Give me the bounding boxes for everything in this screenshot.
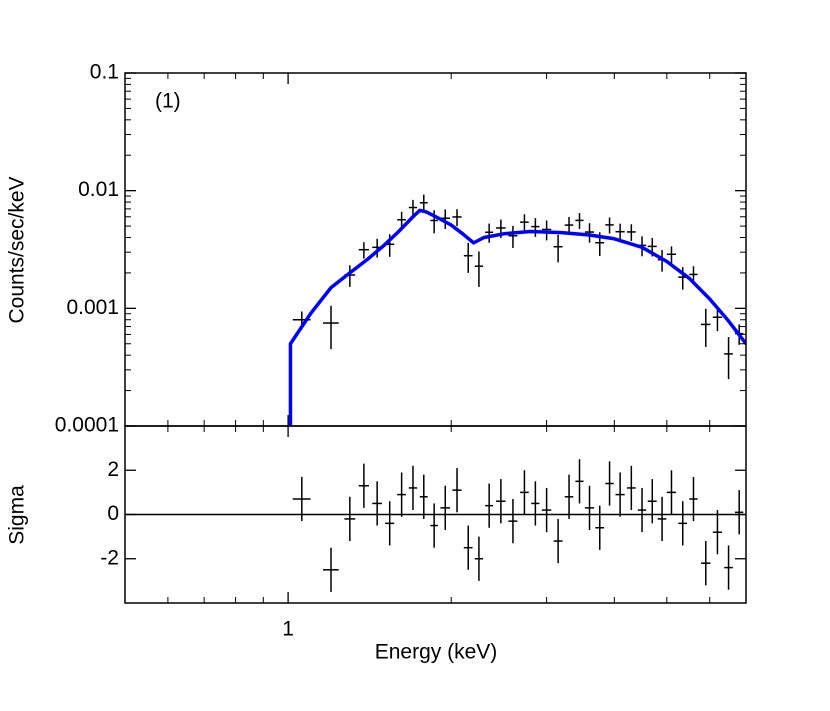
y-tick-label: 0.01: [78, 178, 119, 201]
plot-frame: [124, 425, 747, 604]
panel-annotation: (1): [155, 90, 181, 113]
y-axis-title: Sigma: [6, 485, 29, 545]
plot-area: [125, 459, 746, 592]
y-tick-label: 0: [107, 502, 119, 525]
plot-area: [288, 194, 746, 426]
y-tick-label: 0.0001: [55, 414, 119, 437]
y-tick-label: 0.1: [90, 61, 119, 84]
y-tick-label: 2: [107, 458, 119, 481]
y-tick-label: -2: [100, 546, 119, 569]
model-line: [288, 208, 746, 426]
y-tick-label: 0.001: [66, 296, 119, 319]
x-axis-title: Energy (keV): [375, 641, 498, 664]
x-tick-label: 1: [282, 618, 294, 641]
y-axis-title: Counts/sec/keV: [6, 176, 29, 323]
